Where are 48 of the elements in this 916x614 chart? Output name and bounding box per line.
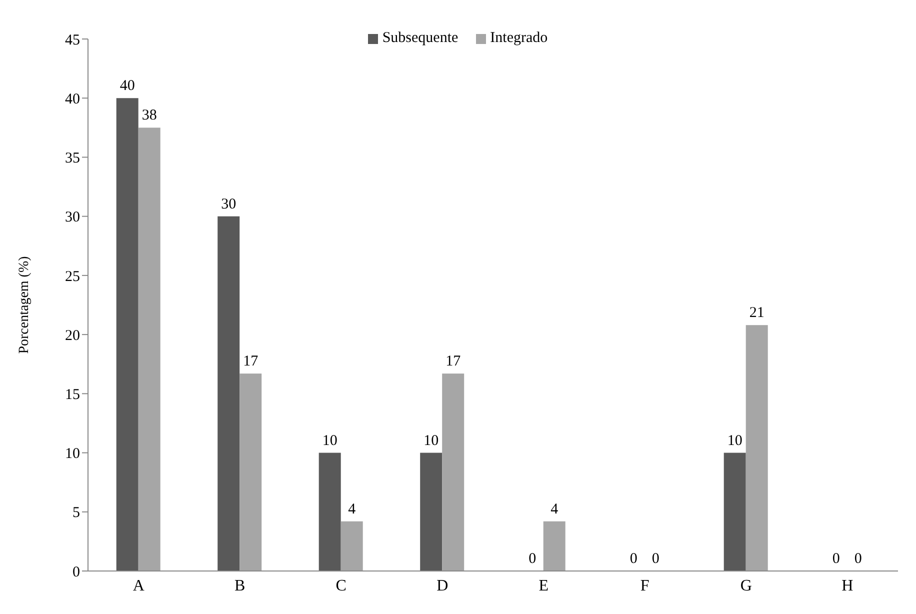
data-label: 4 (348, 501, 356, 518)
bar (420, 452, 442, 571)
y-tick-label: 20 (65, 328, 80, 344)
y-tick-label: 15 (65, 386, 80, 403)
data-label: 17 (243, 354, 259, 370)
bar (116, 98, 138, 571)
x-tick-label: A (132, 577, 145, 594)
bar (746, 325, 768, 571)
data-label: 38 (142, 108, 157, 124)
y-tick-label: 35 (65, 150, 80, 167)
data-label: 30 (221, 196, 236, 212)
bar (240, 374, 262, 571)
x-tick-label: H (842, 577, 854, 594)
x-tick-label: C (336, 577, 346, 594)
data-label: 10 (727, 432, 742, 449)
data-label: 10 (424, 432, 439, 449)
data-label: 0 (528, 551, 536, 567)
data-label: 4 (550, 501, 559, 518)
data-label: 17 (446, 354, 462, 370)
bar (543, 521, 566, 571)
x-tick-label: B (234, 577, 246, 594)
data-label: 0 (630, 551, 638, 567)
x-tick-label: E (538, 577, 549, 594)
x-tick-label: D (436, 577, 448, 594)
data-label: 21 (749, 305, 764, 322)
x-tick-label: F (640, 577, 650, 594)
bar (724, 452, 746, 571)
data-label: 0 (854, 551, 862, 567)
bar (318, 452, 341, 571)
y-tick-label: 0 (72, 564, 80, 580)
bar (138, 128, 160, 571)
y-tick-label: 30 (65, 210, 80, 226)
y-tick-label: 45 (65, 32, 80, 48)
bar (218, 216, 240, 571)
bar (442, 374, 464, 571)
data-label: 40 (120, 78, 135, 94)
legend-label: Subsequente (382, 30, 458, 47)
y-axis-title: Porcentagem (%) (16, 256, 32, 354)
data-label: 10 (322, 432, 338, 449)
y-tick-label: 25 (65, 268, 80, 285)
data-label: 0 (832, 551, 840, 567)
x-tick-label: G (740, 577, 752, 594)
y-tick-label: 5 (72, 505, 80, 522)
data-label: 0 (652, 551, 660, 567)
bar (340, 521, 363, 571)
y-tick-label: 10 (65, 446, 80, 462)
y-tick-label: 40 (65, 91, 80, 108)
legend-label: Integrado (490, 30, 548, 47)
